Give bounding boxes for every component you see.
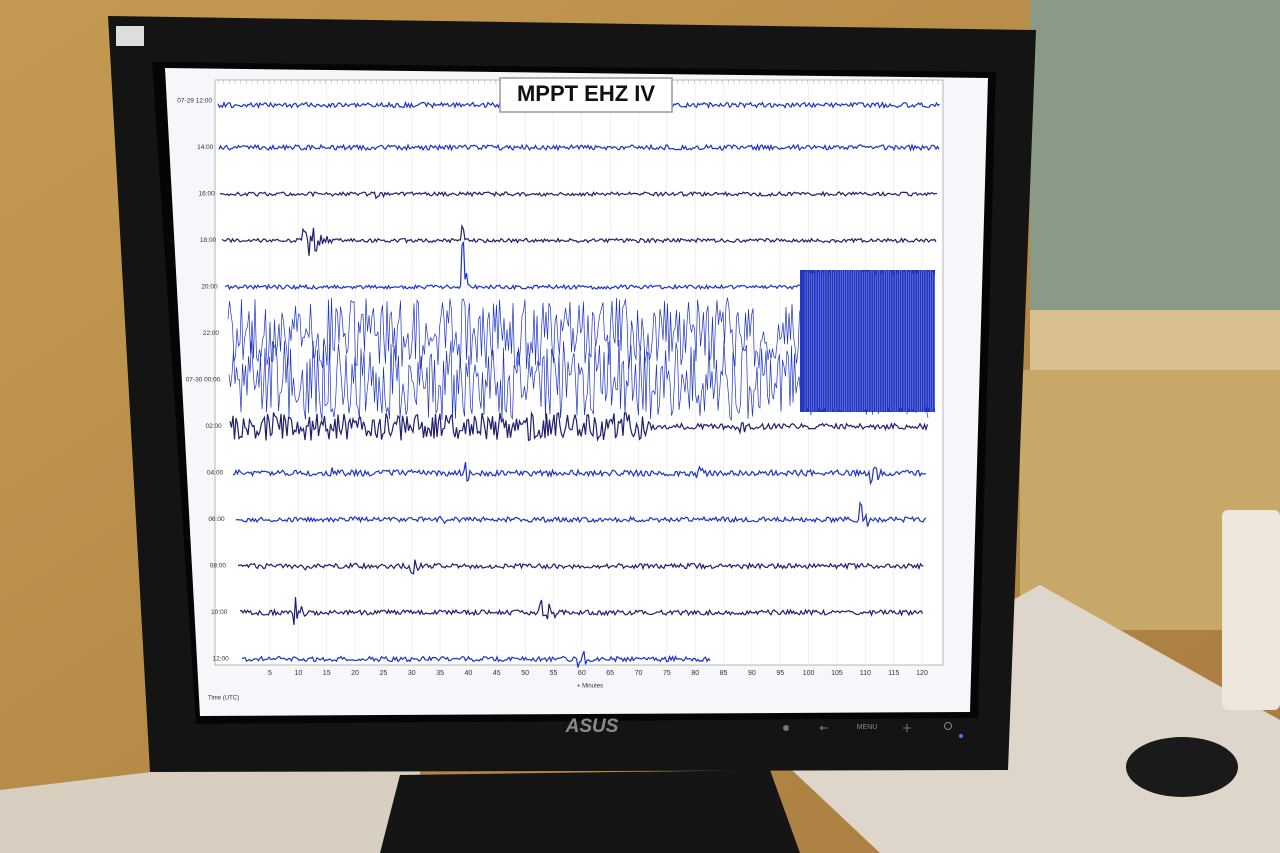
- box: [1222, 510, 1280, 710]
- row-label: 08:00: [210, 563, 227, 570]
- x-tick-label: 25: [379, 670, 387, 677]
- x-tick-label: 35: [436, 670, 444, 677]
- wall-map: [1030, 0, 1280, 330]
- monitor-brand: ASUS: [565, 716, 619, 737]
- mouse-pad: [1126, 737, 1238, 797]
- title-box: [499, 77, 673, 113]
- x-tick-label: 20: [351, 670, 359, 677]
- seismic-trace: [235, 501, 927, 527]
- button[interactable]: [819, 725, 828, 731]
- x-tick-label: 85: [720, 670, 728, 677]
- x-tick-label: 30: [408, 670, 416, 677]
- x-tick-label: 95: [776, 670, 784, 677]
- x-tick-label: 60: [578, 670, 586, 677]
- button[interactable]: [783, 725, 789, 731]
- row-label: 07-29 12:00: [177, 98, 212, 105]
- x-tick-label: 5: [268, 670, 272, 677]
- x-tick-label: 10: [294, 670, 302, 677]
- row-label: 06:00: [208, 516, 225, 523]
- x-tick-label: 70: [635, 670, 643, 677]
- x-tick-label: 15: [323, 670, 331, 677]
- row-label: 18:00: [200, 237, 217, 244]
- row-label: 02:00: [206, 423, 223, 430]
- x-tick-label: 90: [748, 670, 756, 677]
- seismic-trace: [218, 143, 940, 153]
- x-tick-label: 65: [606, 670, 614, 677]
- x-tick-label: 120: [916, 670, 928, 677]
- row-label: 10:00: [211, 609, 228, 616]
- sticker: [116, 26, 144, 46]
- x-tick-label: 75: [663, 670, 671, 677]
- seismic-trace: [229, 410, 929, 443]
- row-label: 20:00: [201, 284, 218, 291]
- row-label: 16:00: [199, 191, 216, 198]
- y-axis-label: Time (UTC): [208, 696, 239, 702]
- seismic-trace: [219, 190, 938, 200]
- seismic-trace: [237, 559, 924, 575]
- x-tick-label: 55: [550, 670, 558, 677]
- x-tick-label: 40: [465, 670, 473, 677]
- x-tick-label: 110: [860, 670, 871, 677]
- power-led: [959, 734, 963, 738]
- row-label: 07-30 00:00: [186, 377, 221, 384]
- x-tick-label: 105: [831, 670, 843, 677]
- row-label: 22:00: [203, 330, 220, 337]
- row-label: 14:00: [197, 144, 214, 151]
- traces: [217, 100, 940, 668]
- power-button[interactable]: [944, 722, 952, 730]
- x-tick-label: 50: [521, 670, 529, 677]
- seismic-trace: [232, 461, 927, 486]
- x-tick-label: 100: [803, 670, 815, 677]
- monitor-stand: [380, 770, 800, 853]
- menu-button[interactable]: MENU: [857, 724, 878, 731]
- row-label: 04:00: [207, 470, 224, 477]
- x-tick-label: 80: [691, 670, 699, 677]
- row-label: 12:00: [213, 656, 230, 663]
- seismic-trace: [240, 597, 924, 625]
- x-tick-label: 115: [888, 670, 899, 677]
- seismic-trace: [221, 223, 937, 256]
- screen-title: MPPT EHZ IV: [517, 81, 655, 106]
- x-axis-label: + Minutes: [577, 684, 603, 690]
- seismic-trace: [241, 650, 711, 668]
- button[interactable]: [903, 724, 911, 732]
- x-tick-label: 45: [493, 670, 501, 677]
